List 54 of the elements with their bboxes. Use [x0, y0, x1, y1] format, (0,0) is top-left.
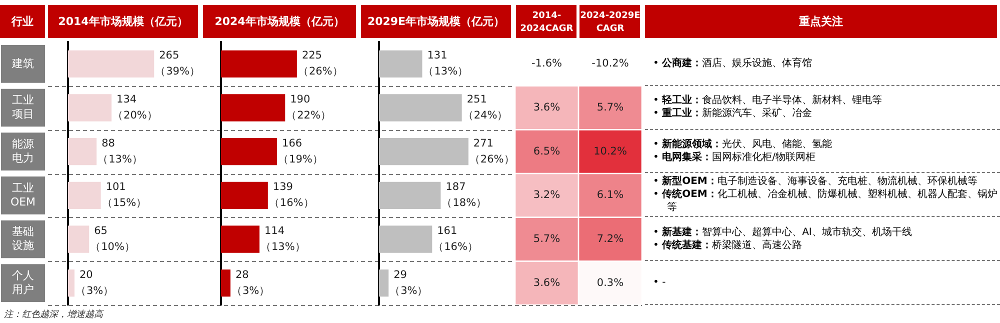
y-tick-label: 工业OEM: [10, 181, 36, 208]
data-label: 29 （3%）: [390, 268, 428, 297]
data-label: -1.6%: [532, 58, 562, 70]
data-label: 88 （13%）: [98, 137, 143, 166]
data-label: 20 （3%）: [76, 268, 114, 297]
text: • 重工业：新能源汽车、采矿、冶金: [653, 108, 812, 120]
text: • -: [653, 277, 666, 288]
data-label: 10.2%: [594, 145, 627, 158]
y-tick-label: 建筑: [11, 56, 34, 70]
text: • 传统OEM：化工机械、冶金机械、防爆机械、塑料机械、机器人配套、锅炉等: [653, 189, 998, 214]
y-tick-label: 基础设施: [12, 225, 34, 252]
x-tick-label: 2024-2029E CAGR: [580, 10, 640, 34]
data-label: 225 （26%）: [298, 50, 344, 78]
text: 注：红色越深，增速越高: [4, 308, 103, 321]
data-label: 28 （3%）: [231, 268, 270, 297]
y-tick-label: 能源电力: [12, 137, 34, 164]
text: • 公商建：酒店、娱乐设施、体育馆: [653, 58, 812, 69]
text: • 新基建：智算中心、超算中心、AI、城市轨交、机场干线: [653, 226, 912, 238]
data-label: 134 （20%）: [112, 93, 158, 122]
data-label: 7.2%: [596, 232, 624, 245]
data-label: 3.6%: [533, 101, 560, 114]
text: • 轻工业：食品饮料、电子半导体、新材料、锂电等: [653, 95, 882, 106]
data-label: 6.1%: [596, 189, 624, 202]
text: • 新型OEM：电子制造设备、海事设备、充电桩、物流机械、环保机械等: [653, 176, 978, 188]
data-label: 5.7%: [596, 101, 624, 114]
data-label: 0.3%: [596, 276, 624, 289]
data-label: 251 （24%）: [462, 93, 508, 122]
data-label: 139 （16%）: [268, 181, 314, 210]
data-label: 271 （26%）: [469, 137, 515, 166]
data-label: 161 （16%）: [433, 224, 478, 253]
data-label: 6.5%: [533, 145, 560, 158]
text: • 电网集采：国网标准化柜/物联网柜: [653, 152, 816, 164]
text: 重点关注: [645, 5, 997, 38]
chart-title: 2024年市场规模（亿元）: [214, 14, 344, 28]
data-label: 187 （18%）: [442, 181, 488, 210]
x-tick-label: 2014-2024CAGR: [520, 10, 574, 34]
chart-title: 2014年市场规模（亿元）: [58, 14, 188, 28]
data-label: 114 （13%）: [260, 224, 306, 253]
data-label: 65 （10%）: [90, 224, 136, 253]
data-label: -10.2%: [592, 58, 629, 70]
data-label: 5.7%: [533, 232, 560, 245]
data-label: 131 （13%）: [423, 50, 469, 78]
data-label: 190 （22%）: [286, 93, 332, 122]
data-label: 101 （15%）: [102, 181, 148, 210]
data-label: 166 （19%）: [278, 137, 324, 166]
data-label: 3.2%: [533, 189, 560, 202]
y-tick-label: 个人用户: [12, 268, 34, 296]
data-label: 3.6%: [533, 276, 560, 289]
data-label: 265 （39%）: [155, 50, 200, 78]
chart-title: 2029E年市场规模（亿元）: [367, 14, 505, 28]
y-axis-title: 行业: [10, 14, 34, 28]
text: • 传统基建：桥梁隧道、高速公路: [653, 240, 802, 251]
text: • 新能源领域：光伏、风电、储能、氢能: [653, 139, 832, 150]
y-tick-label: 工业项目: [12, 94, 34, 121]
